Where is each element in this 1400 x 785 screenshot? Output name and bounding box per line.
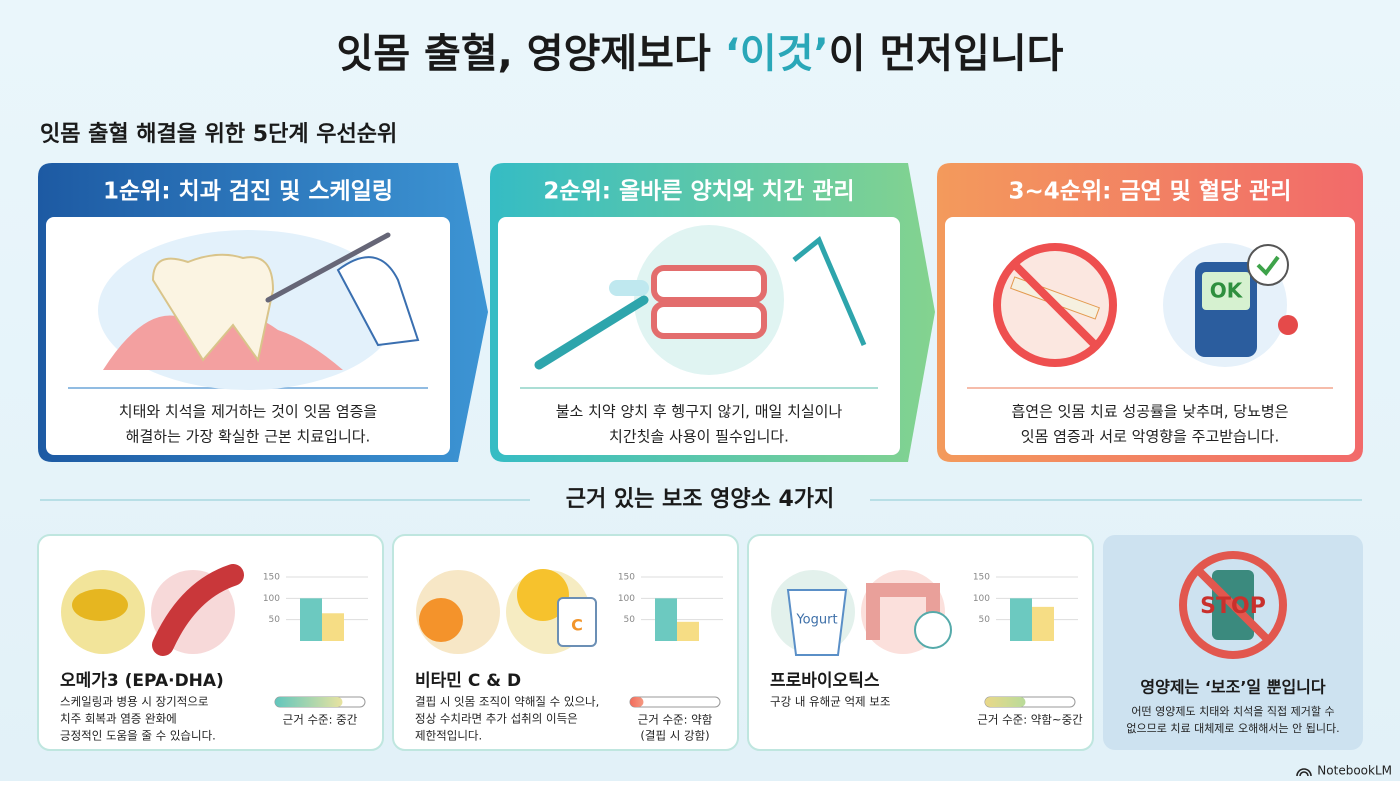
warning-card: [1103, 535, 1363, 750]
supplement-name: 프로바이오틱스: [770, 671, 880, 691]
supplement-text: 긍정적인 도움을 줄 수 있습니다.: [60, 729, 216, 743]
y-tick-label: 150: [263, 573, 280, 583]
title-text: 잇몸 출혈, 영양제보다: [337, 31, 725, 77]
bar: [322, 613, 344, 641]
teeth-lower: [651, 301, 767, 339]
teeth-upper: [651, 265, 767, 303]
section-heading: 근거 있는 보조 영양소 4가지: [566, 487, 835, 512]
bar: [1032, 606, 1054, 641]
supplement-name: 비타민 C & D: [415, 671, 521, 691]
stop-slash: [1195, 567, 1271, 643]
evidence-level: (결핍 시 강함): [640, 729, 709, 743]
vitamin-bottle: [557, 597, 597, 647]
step-text: 해결하는 가장 확실한 근본 치료입니다.: [126, 428, 371, 446]
supplement-text: 결핍 시 잇몸 조직이 약해질 수 있으나,: [415, 695, 599, 709]
apple: [1278, 315, 1298, 335]
capsule: [72, 589, 128, 621]
supplement-text: 스케일링과 병용 시 장기적으로: [60, 695, 209, 709]
y-tick-label: 50: [269, 615, 281, 625]
y-tick-label: 50: [624, 615, 636, 625]
step-title: 1순위: 치과 검진 및 스케일링: [103, 179, 393, 205]
y-tick-label: 100: [973, 594, 990, 604]
section-heading: 잇몸 출혈 해결을 위한 5단계 우선순위: [40, 122, 397, 147]
step-text: 흡연은 잇몸 치료 성공률을 낮추며, 당뇨병은: [1011, 403, 1288, 421]
supplement-text: 치주 회복과 염증 완화에: [60, 712, 177, 726]
bar: [677, 621, 699, 641]
no-smoking-ring: [993, 243, 1117, 367]
tooth: [151, 253, 275, 363]
supplement-text: 구강 내 유해균 억제 보조: [770, 695, 890, 709]
warning-text: 없으므로 치료 대체제로 오해해서는 안 됩니다.: [1126, 721, 1339, 735]
dental-tool: [265, 232, 391, 303]
step-title: 3~4순위: 금연 및 혈당 관리: [1009, 179, 1292, 205]
toothbrush: [534, 295, 649, 370]
step-title: 2순위: 올바른 양치와 치간 관리: [543, 179, 854, 205]
brand: NotebookLM: [1317, 764, 1392, 778]
check-bubble: [1247, 244, 1289, 286]
stop-sign: STOP: [1200, 594, 1266, 619]
yogurt-cup: [786, 589, 848, 656]
brand-logo: [1296, 768, 1312, 777]
warning-title: 영양제는 ‘보조’일 뿐입니다: [1140, 678, 1325, 697]
step-text: 치태와 치석을 제거하는 것이 잇몸 염증을: [119, 403, 377, 421]
slash: [1011, 261, 1099, 349]
step-text: 잇몸 염증과 서로 악영향을 주고받습니다.: [1021, 428, 1279, 446]
step-text: 치간칫솔 사용이 필수입니다.: [609, 428, 789, 446]
step-text: 불소 치약 양치 후 헹구지 않기, 매일 치실이나: [556, 403, 843, 421]
y-tick-label: 150: [973, 573, 990, 583]
meter-label: OK: [1210, 279, 1244, 303]
glove: [336, 256, 420, 347]
title-text: 이 먼저입니다: [829, 31, 1064, 77]
supplement-text: 정상 수치라면 추가 섭취의 이득은: [415, 712, 578, 726]
supplement-name: 오메가3 (EPA·DHA): [60, 671, 224, 691]
evidence-level: 근거 수준: 약함~중간: [977, 713, 1083, 727]
meter-screen: [1202, 272, 1250, 310]
y-tick-label: 100: [618, 594, 635, 604]
supplement-text: 제한적입니다.: [415, 729, 482, 743]
bacteria: [914, 611, 952, 649]
evidence-fill: [985, 697, 1026, 707]
orange: [419, 598, 463, 642]
bar: [300, 598, 322, 641]
yogurt-label: Yogurt: [795, 613, 837, 628]
checkmark: [1256, 255, 1280, 277]
title-highlight: ‘이것’: [725, 31, 829, 77]
vitamin-label: C: [571, 616, 583, 635]
evidence-level: 근거 수준: 중간: [283, 713, 358, 727]
stop-ring: [1179, 551, 1287, 659]
y-tick-label: 150: [618, 573, 635, 583]
floss-pick: [792, 235, 867, 346]
bar: [1010, 598, 1032, 641]
warning-text: 어떤 영양제도 치태와 치석을 직접 제거할 수: [1131, 705, 1334, 718]
toothpaste: [609, 280, 649, 296]
sun: [517, 569, 569, 621]
bar: [655, 598, 677, 641]
page-title: 잇몸 출혈, 영양제보다 ‘이것’이 먼저입니다: [337, 31, 1064, 77]
y-tick-label: 100: [263, 594, 280, 604]
artery: [152, 564, 244, 656]
evidence-fill: [630, 697, 644, 707]
y-tick-label: 50: [979, 615, 991, 625]
evidence-level: 근거 수준: 약함: [638, 713, 713, 727]
gum: [103, 312, 343, 370]
evidence-fill: [275, 697, 343, 707]
